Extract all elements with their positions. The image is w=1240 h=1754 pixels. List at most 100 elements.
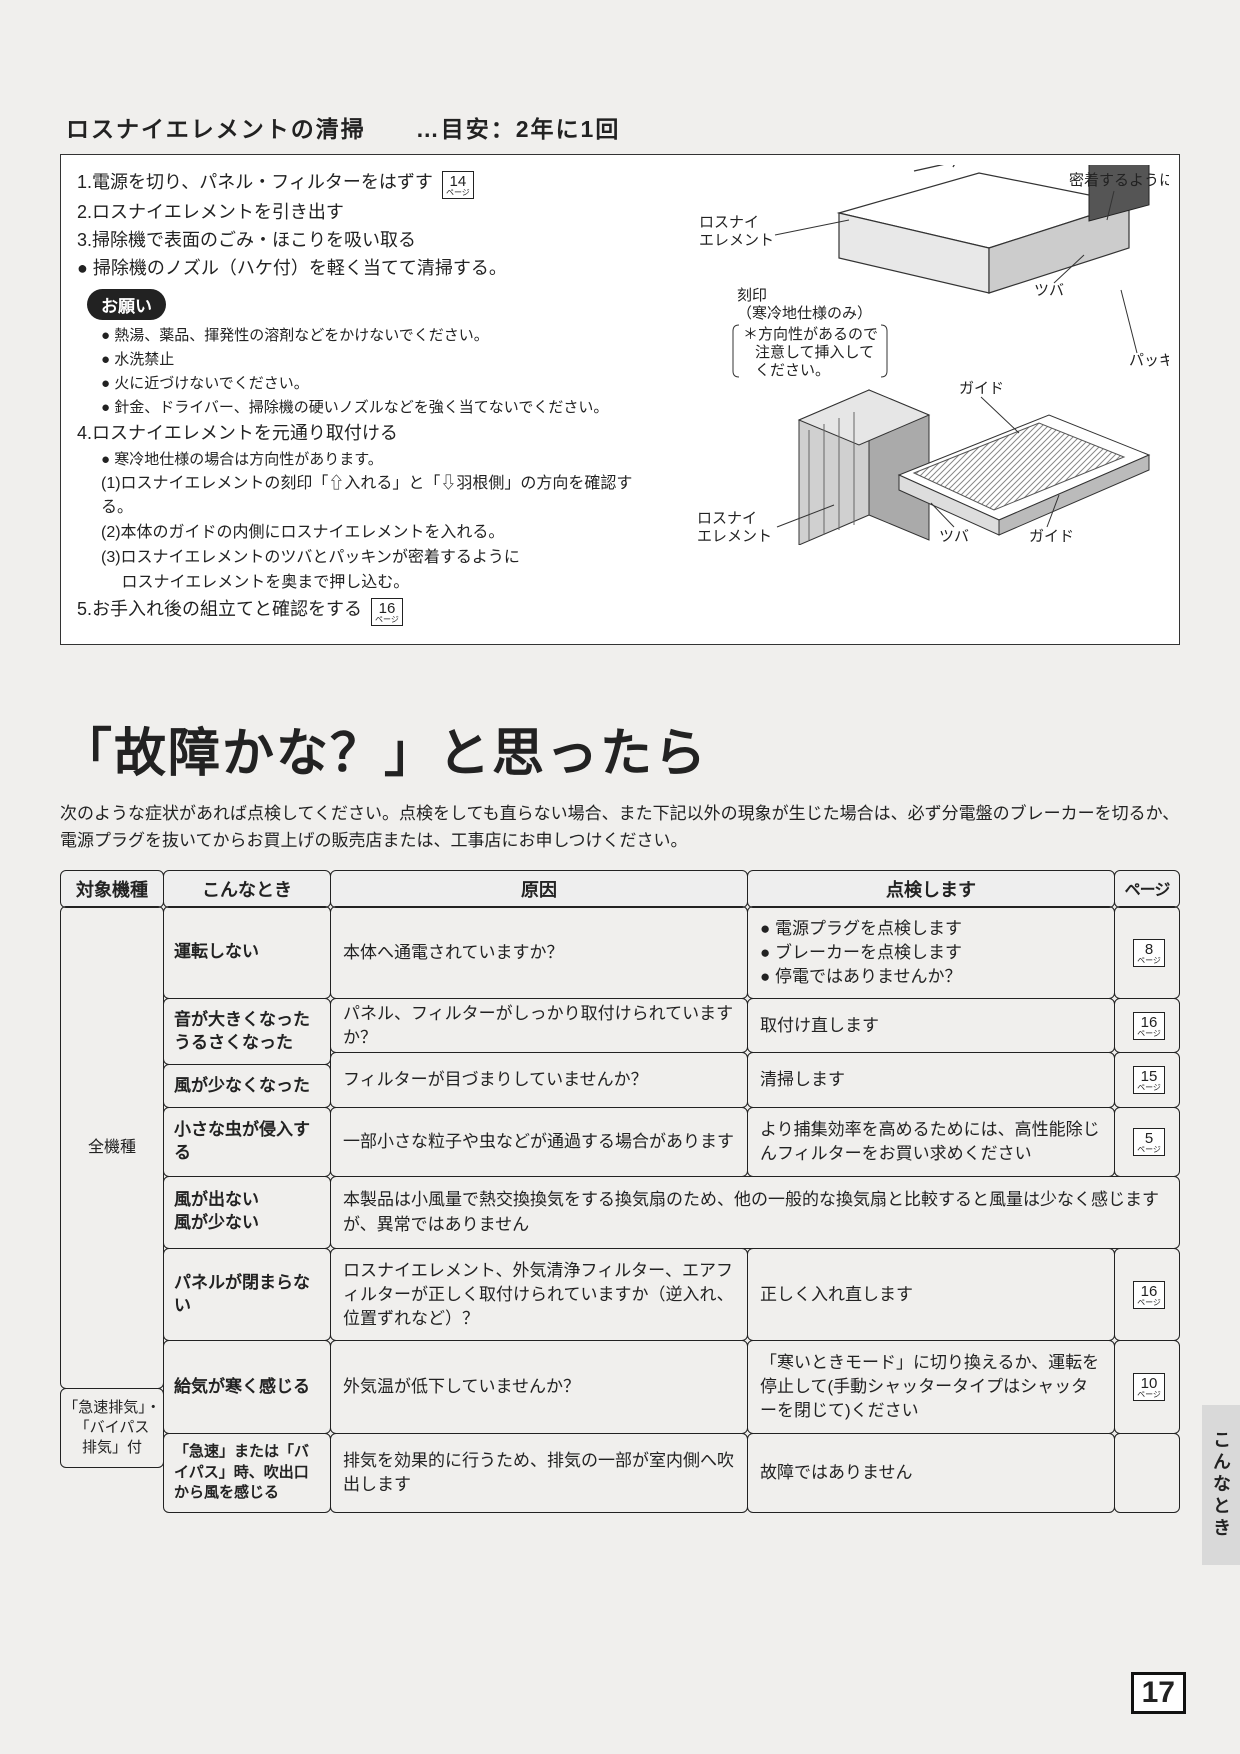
step-5-text: 5.お手入れ後の組立てと確認をする bbox=[77, 599, 362, 619]
table-row: 給気が寒く感じる 外気温が低下していませんか？ 「寒いときモード」に切り換えるか… bbox=[164, 1340, 1180, 1433]
page-ref-label: ページ bbox=[1137, 957, 1161, 965]
page-cell: 15ページ bbox=[1114, 1052, 1180, 1108]
svg-text:ロスナイ: ロスナイ bbox=[699, 214, 759, 231]
page-cell: 8ページ bbox=[1114, 906, 1180, 999]
substep: (3)ロスナイエレメントのツバとパッキンが密着するように bbox=[101, 546, 663, 571]
step-4-note: ● 寒冷地仕様の場合は方向性があります。 bbox=[77, 448, 663, 472]
step-4: 4.ロスナイエレメントを元通り取付ける bbox=[77, 420, 663, 448]
page-ref-icon: 16ページ bbox=[1133, 1281, 1165, 1309]
table-row: パネルが閉まらない ロスナイエレメント、外気清浄フィルター、エアフィルターが正し… bbox=[164, 1248, 1180, 1341]
cause-cell-wide: 本製品は小風量で熱交換換気をする換気扇のため、他の一般的な換気扇と比較すると風量… bbox=[330, 1176, 1180, 1249]
trouble-header: 対象機種 こんなとき 原因 点検します ページ bbox=[60, 870, 1180, 908]
svg-text:（寒冷地仕様のみ）: （寒冷地仕様のみ） bbox=[737, 304, 872, 322]
step-4-substeps: (1)ロスナイエレメントの刻印「⇧入れる」と「⇩羽根側」の方向を確認する。 (2… bbox=[77, 472, 663, 596]
th-when: こんなとき bbox=[163, 870, 331, 908]
when-cell: パネルが閉まらない bbox=[163, 1248, 331, 1341]
th-cause: 原因 bbox=[330, 870, 748, 908]
trouble-intro: 次のような症状があれば点検してください。点検をしても直らない場合、また下記以外の… bbox=[60, 800, 1180, 854]
cause-cell: 排気を効果的に行うため、排気の一部が室内側へ吹出します bbox=[330, 1433, 748, 1513]
page-ref-icon: 16ページ bbox=[1133, 1012, 1165, 1040]
page-cell: 16ページ bbox=[1114, 998, 1180, 1053]
trouble-table: 対象機種 こんなとき 原因 点検します ページ 全機種 「急速排気」・ 「バイパ… bbox=[60, 870, 1180, 1513]
step-5: 5.お手入れ後の組立てと確認をする 16ページ bbox=[77, 596, 663, 626]
substep: (2)本体のガイドの内側にロスナイエレメントを入れる。 bbox=[101, 521, 663, 546]
page-ref-icon: 16ページ bbox=[371, 598, 403, 626]
table-row: 小さな虫が侵入する 一部小さな粒子や虫などが通過する場合があります より捕集効率… bbox=[164, 1107, 1180, 1177]
page-ref-icon: 5ページ bbox=[1133, 1128, 1165, 1156]
svg-text:ください。: ください。 bbox=[755, 362, 830, 379]
check-cell: ● 電源プラグを点検します ● ブレーカーを点検します ● 停電ではありませんか… bbox=[747, 906, 1115, 999]
when-cell: 音が大きくなった うるさくなった bbox=[163, 998, 331, 1065]
cause-cell: 外気温が低下していませんか？ bbox=[330, 1340, 748, 1433]
th-page: ページ bbox=[1114, 870, 1180, 908]
table-row: 運転しない 本体へ通電されていますか？ ● 電源プラグを点検します ● ブレーカ… bbox=[164, 906, 1180, 999]
when-cell: 給気が寒く感じる bbox=[163, 1340, 331, 1433]
th-check: 点検します bbox=[747, 870, 1115, 908]
when-cell: 小さな虫が侵入する bbox=[163, 1107, 331, 1177]
page-number: 17 bbox=[1131, 1672, 1186, 1714]
page-ref-label: ページ bbox=[1137, 1391, 1161, 1399]
svg-text:ガイド: ガイド bbox=[1029, 528, 1074, 545]
cleaning-box: 1.電源を切り、パネル・フィルターをはずす 14ページ 2.ロスナイエレメントを… bbox=[60, 154, 1180, 645]
page-ref-num: 5 bbox=[1145, 1131, 1153, 1146]
page-ref-num: 16 bbox=[379, 601, 396, 616]
page-cell: 5ページ bbox=[1114, 1107, 1180, 1177]
page-ref-icon: 8ページ bbox=[1133, 939, 1165, 967]
svg-text:ツバ: ツバ bbox=[939, 528, 969, 545]
table-row: 「急速」または「バイパス」時、吹出口から風を感じる 排気を効果的に行うため、排気… bbox=[164, 1433, 1180, 1513]
model-cell-bypass: 「急速排気」・ 「バイパス 排気」付 bbox=[60, 1388, 164, 1468]
page-ref-label: ページ bbox=[1137, 1030, 1161, 1038]
substep: ロスナイエレメントを奥まで押し込む。 bbox=[101, 571, 663, 596]
trouble-body: 全機種 「急速排気」・ 「バイパス 排気」付 運転しない 本体へ通電されています… bbox=[60, 907, 1180, 1513]
svg-text:注意して挿入して: 注意して挿入して bbox=[755, 343, 874, 361]
cause-cell: 一部小さな粒子や虫などが通過する場合があります bbox=[330, 1107, 748, 1177]
check-cell: より捕集効率を高めるためには、高性能除じんフィルターをお買い求めください bbox=[747, 1107, 1115, 1177]
page-ref-label: ページ bbox=[375, 616, 399, 624]
page-ref-icon: 15ページ bbox=[1133, 1066, 1165, 1094]
svg-text:刻印: 刻印 bbox=[737, 287, 767, 304]
cause-cell: フィルターが目づまりしていませんか？ bbox=[330, 1052, 748, 1108]
onegai-item: ● 針金、ドライバー、掃除機の硬いノズルなどを強く当てないでください。 bbox=[101, 396, 663, 420]
side-tab: こんなとき bbox=[1202, 1405, 1240, 1565]
cause-cell: パネル、フィルターがしっかり取付けられていますか？ bbox=[330, 998, 748, 1053]
cleaning-section-title: ロスナイエレメントの清掃 …目安：2年に1回 bbox=[60, 110, 1180, 144]
step-3: 3.掃除機で表面のごみ・ほこりを吸い取る bbox=[77, 227, 663, 255]
check-cell: 取付け直します bbox=[747, 998, 1115, 1053]
svg-text:＊方向性があるので: ＊方向性があるので bbox=[743, 326, 878, 343]
check-cell: 「寒いときモード」に切り換えるか、運転を停止して(手動シャッタータイプはシャッタ… bbox=[747, 1340, 1115, 1433]
when-cell: 風が出ない 風が少ない bbox=[163, 1176, 331, 1249]
page-ref-label: ページ bbox=[446, 189, 470, 197]
page-ref-label: ページ bbox=[1137, 1146, 1161, 1154]
diagram: ロスナイ エレメント 密着するように ツバ パッキン 刻印 （寒冷地仕様のみ） … bbox=[689, 165, 1169, 545]
page-ref-num: 15 bbox=[1141, 1069, 1158, 1084]
page-ref-num: 16 bbox=[1141, 1015, 1158, 1030]
cause-cell: ロスナイエレメント、外気清浄フィルター、エアフィルターが正しく取付けられています… bbox=[330, 1248, 748, 1341]
page-ref-num: 16 bbox=[1141, 1284, 1158, 1299]
svg-text:ガイド: ガイド bbox=[959, 380, 1004, 397]
onegai-item: ● 水洗禁止 bbox=[101, 348, 663, 372]
page-ref-label: ページ bbox=[1137, 1299, 1161, 1307]
page-ref-label: ページ bbox=[1137, 1084, 1161, 1092]
svg-text:ツバ: ツバ bbox=[1034, 282, 1064, 299]
check-cell: 清掃します bbox=[747, 1052, 1115, 1108]
svg-text:パッキン: パッキン bbox=[1129, 352, 1169, 369]
check-cell: 故障ではありません bbox=[747, 1433, 1115, 1513]
step-1: 1.電源を切り、パネル・フィルターをはずす 14ページ bbox=[77, 169, 663, 199]
model-cell-all: 全機種 bbox=[60, 906, 164, 1389]
svg-text:密着するように: 密着するように bbox=[1069, 172, 1169, 189]
svg-text:ロスナイ: ロスナイ bbox=[697, 510, 757, 527]
step-1-text: 1.電源を切り、パネル・フィルターをはずす bbox=[77, 172, 433, 192]
step-3-note: ● 掃除機のノズル（ハケ付）を軽く当てて清掃する。 bbox=[77, 255, 663, 283]
onegai-badge: お願い bbox=[87, 289, 166, 320]
onegai-bullets: ● 熱湯、薬品、揮発性の溶剤などをかけないでください。 ● 水洗禁止 ● 火に近… bbox=[77, 324, 663, 420]
page-cell bbox=[1114, 1433, 1180, 1513]
page-ref-icon: 10ページ bbox=[1133, 1373, 1165, 1401]
page-ref-num: 14 bbox=[450, 174, 467, 189]
substep: (1)ロスナイエレメントの刻印「⇧入れる」と「⇩羽根側」の方向を確認する。 bbox=[101, 472, 663, 522]
page-cell: 16ページ bbox=[1114, 1248, 1180, 1341]
page-ref-icon: 14ページ bbox=[442, 171, 474, 199]
onegai-item: ● 熱湯、薬品、揮発性の溶剤などをかけないでください。 bbox=[101, 324, 663, 348]
page-ref-num: 8 bbox=[1145, 942, 1153, 957]
when-cell: 風が少なくなった bbox=[163, 1064, 331, 1108]
svg-text:エレメント: エレメント bbox=[699, 232, 774, 249]
